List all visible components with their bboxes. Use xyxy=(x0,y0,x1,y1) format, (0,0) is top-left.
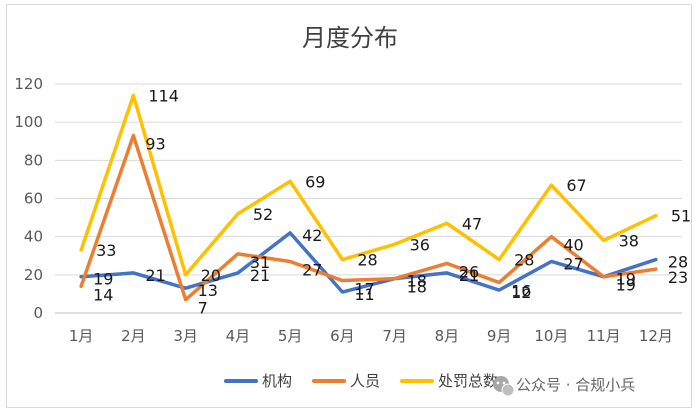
data-label: 51 xyxy=(671,207,691,226)
series-line-机构 xyxy=(79,231,658,294)
data-labels: 19 21 13 21 42 11 18 21 12 27 19 28 14 93 7 31 27 17 18 26 1… xyxy=(93,86,691,317)
data-label: 36 xyxy=(410,235,430,254)
series-line-处罚总数 xyxy=(79,93,658,277)
data-label: 19 xyxy=(616,270,636,289)
wechat-icon xyxy=(493,376,515,397)
data-label: 21 xyxy=(459,266,479,285)
data-label: 93 xyxy=(145,135,165,154)
x-tick-label: 4月 xyxy=(226,327,251,345)
x-tick-label: 1月 xyxy=(69,327,94,345)
x-tick-label: 7月 xyxy=(382,327,407,345)
data-label: 16 xyxy=(511,281,531,300)
data-label: 52 xyxy=(253,205,273,224)
y-tick-label: 100 xyxy=(14,113,43,131)
data-label: 18 xyxy=(407,278,427,297)
data-label: 69 xyxy=(305,172,325,191)
watermark: 公众号 · 合规小兵 xyxy=(493,376,635,397)
data-label: 26 xyxy=(459,262,479,281)
legend-item: 机构 xyxy=(262,372,292,390)
y-tick-label: 0 xyxy=(33,304,43,322)
data-label: 40 xyxy=(563,236,583,255)
data-label: 27 xyxy=(302,260,322,279)
axis-labels: 0 20 40 60 80 100 120 1月 2月 3月 4月 5月 6月 7月 8月 9月 10月 11月 1… xyxy=(14,75,673,345)
data-label: 7 xyxy=(198,299,208,318)
data-label: 23 xyxy=(668,268,688,287)
data-label: 21 xyxy=(250,266,270,285)
data-label: 67 xyxy=(566,176,586,195)
data-label: 17 xyxy=(354,280,374,299)
data-label: 28 xyxy=(357,251,377,270)
data-label: 11 xyxy=(354,285,374,304)
series-line-人员 xyxy=(79,133,658,302)
data-label: 13 xyxy=(198,281,218,300)
x-tick-label: 3月 xyxy=(173,327,198,345)
data-label: 19 xyxy=(616,276,636,295)
y-tick-label: 40 xyxy=(24,228,43,246)
data-label: 14 xyxy=(93,285,113,304)
legend: 机构 人员 处罚总数 xyxy=(224,372,498,390)
data-label: 20 xyxy=(201,266,221,285)
y-tick-label: 60 xyxy=(24,190,43,208)
x-tick-label: 12月 xyxy=(639,327,673,345)
chart-title: 月度分布 xyxy=(302,24,398,52)
data-label: 114 xyxy=(148,86,179,105)
data-label: 21 xyxy=(145,266,165,285)
y-tick-label: 20 xyxy=(24,266,43,284)
data-label: 38 xyxy=(619,231,639,250)
data-label: 19 xyxy=(93,270,113,289)
x-tick-label: 11月 xyxy=(587,327,621,345)
data-label: 18 xyxy=(407,272,427,291)
watermark-text: 公众号 · 合规小兵 xyxy=(516,376,635,394)
x-tick-label: 9月 xyxy=(487,327,512,345)
x-tick-label: 5月 xyxy=(278,327,303,345)
data-label: 31 xyxy=(250,253,270,272)
data-label: 12 xyxy=(511,283,531,302)
legend-item: 处罚总数 xyxy=(438,372,498,390)
x-tick-label: 8月 xyxy=(435,327,460,345)
data-label: 33 xyxy=(96,241,116,260)
legend-item: 人员 xyxy=(350,372,380,390)
data-label: 47 xyxy=(462,214,482,233)
chart-frame xyxy=(6,4,692,408)
y-tick-label: 80 xyxy=(24,151,43,169)
x-tick-label: 10月 xyxy=(534,327,568,345)
data-label: 28 xyxy=(668,253,688,272)
data-label: 27 xyxy=(563,254,583,273)
y-tick-label: 120 xyxy=(14,75,43,93)
series-lines xyxy=(79,93,658,302)
grid-lines xyxy=(55,83,682,314)
x-tick-label: 6月 xyxy=(330,327,355,345)
x-tick-label: 2月 xyxy=(121,327,146,345)
data-label: 28 xyxy=(514,251,534,270)
data-label: 42 xyxy=(302,226,322,245)
